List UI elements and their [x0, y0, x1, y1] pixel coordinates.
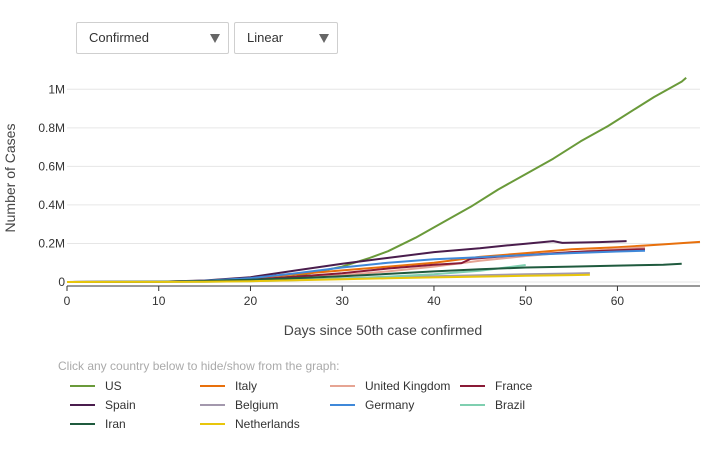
y-tick-label: 0.2M: [38, 236, 65, 250]
scale-select-value: Linear: [247, 30, 284, 45]
legend-label: Spain: [105, 398, 136, 412]
legend-swatch: [200, 404, 225, 406]
series-lines: [66, 76, 701, 283]
y-tick-label: 0: [58, 275, 65, 289]
legend-item-netherlands[interactable]: Netherlands: [200, 416, 330, 432]
x-tick-label: 10: [152, 294, 166, 308]
x-tick-label: 60: [611, 294, 625, 308]
legend-label: US: [105, 379, 122, 393]
legend-label: United Kingdom: [365, 379, 451, 393]
x-tick-label: 30: [336, 294, 350, 308]
x-axis-label: Days since 50th case confirmed: [284, 322, 482, 338]
x-tick-label: 50: [519, 294, 533, 308]
scale-select[interactable]: Linear: [234, 22, 338, 54]
legend-swatch: [460, 385, 485, 387]
y-tick-label: 0.6M: [38, 159, 65, 173]
x-tick-label: 40: [427, 294, 441, 308]
legend-item-iran[interactable]: Iran: [70, 416, 200, 432]
legend-hint: Click any country below to hide/show fro…: [58, 359, 340, 373]
legend-item-united-kingdom[interactable]: United Kingdom: [330, 378, 460, 394]
x-tick-label: 20: [244, 294, 258, 308]
legend-swatch: [70, 404, 95, 406]
legend-item-germany[interactable]: Germany: [330, 397, 460, 413]
legend-item-belgium[interactable]: Belgium: [200, 397, 330, 413]
y-tick-label: 0.4M: [38, 198, 65, 212]
legend-item-italy[interactable]: Italy: [200, 378, 330, 394]
legend-label: Belgium: [235, 398, 279, 412]
legend-item-us[interactable]: US: [70, 378, 200, 394]
legend-label: Netherlands: [235, 417, 300, 431]
legend-item-spain[interactable]: Spain: [70, 397, 200, 413]
y-tick-label: 1M: [48, 82, 65, 96]
y-tick-label: 0.8M: [38, 121, 65, 135]
axes: 0 0.2M 0.4M 0.6M 0.8M 1M 0 10 20 30 40 50 60: [38, 82, 700, 308]
chevron-down-icon: [319, 34, 329, 43]
metric-select[interactable]: Confirmed: [76, 22, 229, 54]
legend-swatch: [200, 423, 225, 425]
legend-swatch: [460, 404, 485, 406]
legend-swatch: [70, 423, 95, 425]
legend-label: Italy: [235, 379, 258, 393]
legend: US Italy United Kingdom France Spain Belgium G…: [70, 378, 690, 432]
legend-label: Germany: [365, 398, 415, 412]
chevron-down-icon: [210, 34, 220, 43]
legend-item-france[interactable]: France: [460, 378, 590, 394]
legend-label: France: [495, 379, 533, 393]
legend-label: Brazil: [495, 398, 526, 412]
legend-swatch: [330, 385, 355, 387]
legend-item-brazil[interactable]: Brazil: [460, 397, 590, 413]
legend-swatch: [200, 385, 225, 387]
y-axis-label: Number of Cases: [2, 124, 18, 233]
series-line-netherlands[interactable]: [66, 273, 590, 283]
metric-select-value: Confirmed: [89, 30, 149, 45]
line-chart: 0 0.2M 0.4M 0.6M 0.8M 1M 0 10 20 30 40 50 60 Days si…: [2, 76, 701, 338]
legend-label: Iran: [105, 417, 126, 431]
x-tick-label: 0: [64, 294, 71, 308]
legend-swatch: [70, 385, 95, 387]
legend-swatch: [330, 404, 355, 406]
